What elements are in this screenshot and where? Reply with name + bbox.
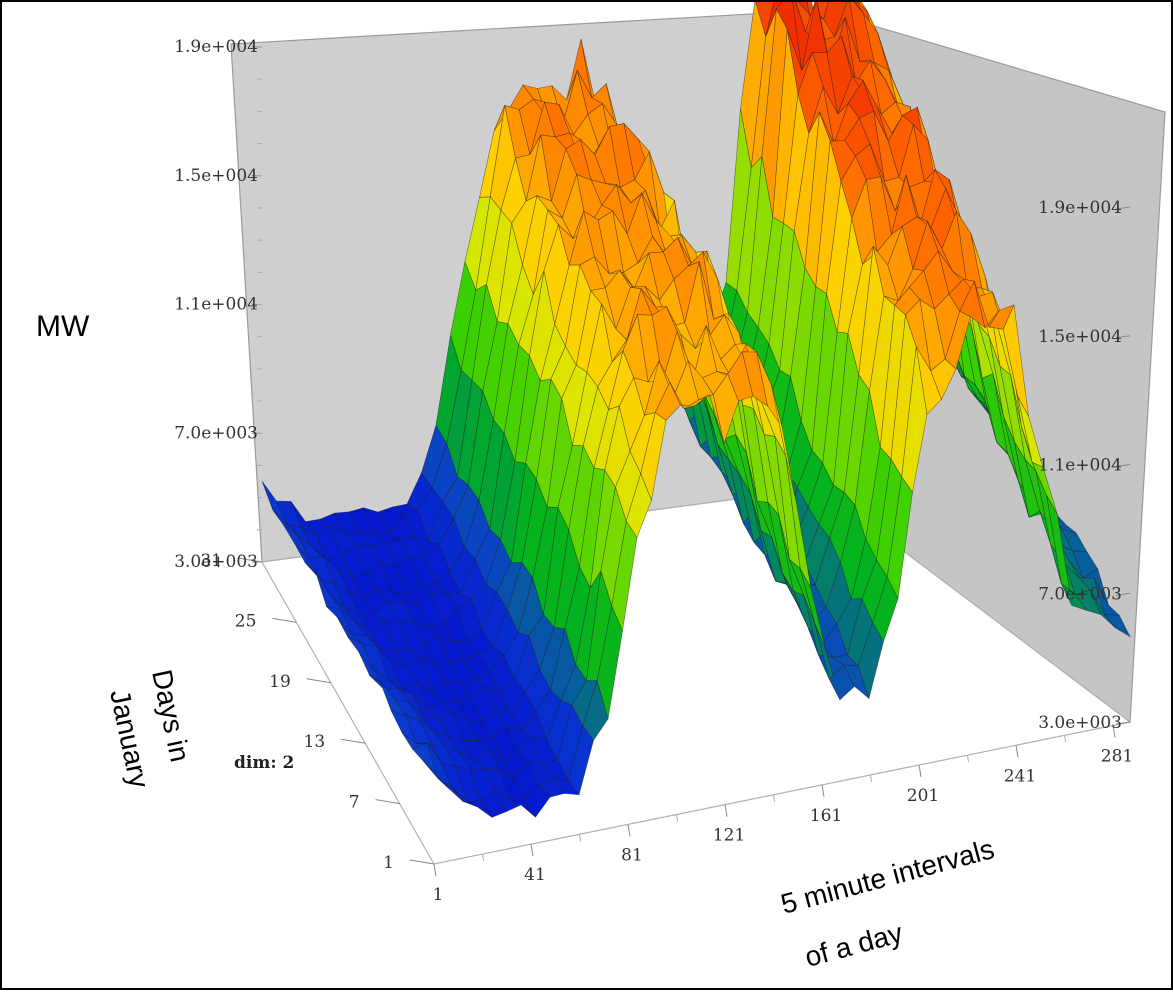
x-minor-tick — [482, 854, 484, 862]
z-tick-mark-right — [1115, 592, 1131, 596]
x-tick-mark — [530, 844, 534, 857]
z-tick-label-left: 1.5e+004 — [174, 166, 258, 186]
x-tick-label: 161 — [810, 806, 842, 826]
x-minor-tick — [579, 834, 582, 842]
z-tick-label-left: 1.9e+004 — [174, 37, 258, 57]
y-tick-mark — [237, 557, 263, 563]
x-axis-title-line-2: of a day — [802, 917, 906, 973]
surface-mesh — [261, 2, 1131, 818]
y-tick-mark — [341, 738, 366, 744]
x-tick-mark — [627, 824, 631, 837]
x-minor-tick — [1064, 735, 1067, 743]
x-tick-label: 1 — [433, 885, 444, 905]
y-tick-mark — [375, 799, 400, 805]
y-axis-title-line-1: Days in — [146, 667, 196, 765]
x-tick-mark — [918, 764, 922, 778]
y-tick-label: 31 — [200, 551, 222, 571]
z-tick-label-right: 1.1e+004 — [1038, 456, 1122, 476]
z-tick-label-left: 3.0e+003 — [174, 552, 258, 572]
x-tick-label: 241 — [1004, 766, 1036, 786]
axis-ticks — [237, 46, 1131, 877]
z-tick-label-right: 1.5e+004 — [1038, 327, 1122, 347]
y-tick-label: 25 — [235, 611, 257, 631]
y-tick-mark — [409, 859, 435, 865]
x-axis-title: 5 minute intervals of a day — [778, 833, 998, 973]
z-tick-label-left: 1.1e+004 — [174, 295, 258, 315]
z-tick-label-right: 7.0e+003 — [1038, 584, 1122, 604]
x-minor-tick — [870, 774, 873, 783]
surface-cell — [755, 2, 775, 38]
surface-cell — [1104, 614, 1131, 638]
y-tick-mark — [272, 617, 297, 623]
z-tick-mark-right — [1115, 206, 1131, 210]
z-tick-label-right: 1.9e+004 — [1038, 198, 1122, 218]
x-tick-mark — [821, 784, 825, 797]
y-tick-label: 19 — [269, 672, 291, 692]
x-tick-label: 281 — [1101, 746, 1133, 766]
x-minor-tick — [773, 794, 776, 802]
y-tick-label: 7 — [349, 793, 360, 813]
z-tick-mark-right — [1115, 464, 1131, 467]
y-axis-title-line-2: January — [104, 687, 155, 791]
y-axis-title: Days in January — [104, 667, 196, 791]
x-tick-mark — [433, 863, 437, 877]
y-tick-mark — [306, 678, 331, 684]
y-tick-label: 13 — [304, 732, 326, 752]
x-minor-tick — [676, 814, 679, 822]
x-tick-label: 121 — [713, 826, 745, 846]
x-tick-label: 201 — [907, 786, 939, 806]
x-axis-title-line-1: 5 minute intervals — [778, 833, 998, 920]
z-axis-title: MW — [36, 310, 90, 343]
z-tick-mark-right — [1115, 721, 1131, 725]
x-tick-label: 41 — [524, 865, 546, 885]
dim-label: dim: 2 — [234, 753, 294, 773]
z-tick-label-left: 7.0e+003 — [174, 423, 258, 443]
x-tick-mark — [724, 804, 728, 817]
z-tick-label-right: 3.0e+003 — [1038, 713, 1122, 733]
x-minor-tick — [967, 755, 970, 763]
surface-cell — [765, 2, 782, 37]
y-tick-label: 1 — [383, 853, 394, 873]
x-tick-label: 81 — [621, 845, 643, 865]
axis-tick-labels: 1418112116120124128117131925313.0e+0033.… — [174, 37, 1133, 905]
x-tick-mark — [1112, 725, 1116, 738]
x-tick-mark — [1015, 745, 1019, 758]
z-tick-mark-right — [1115, 335, 1131, 339]
